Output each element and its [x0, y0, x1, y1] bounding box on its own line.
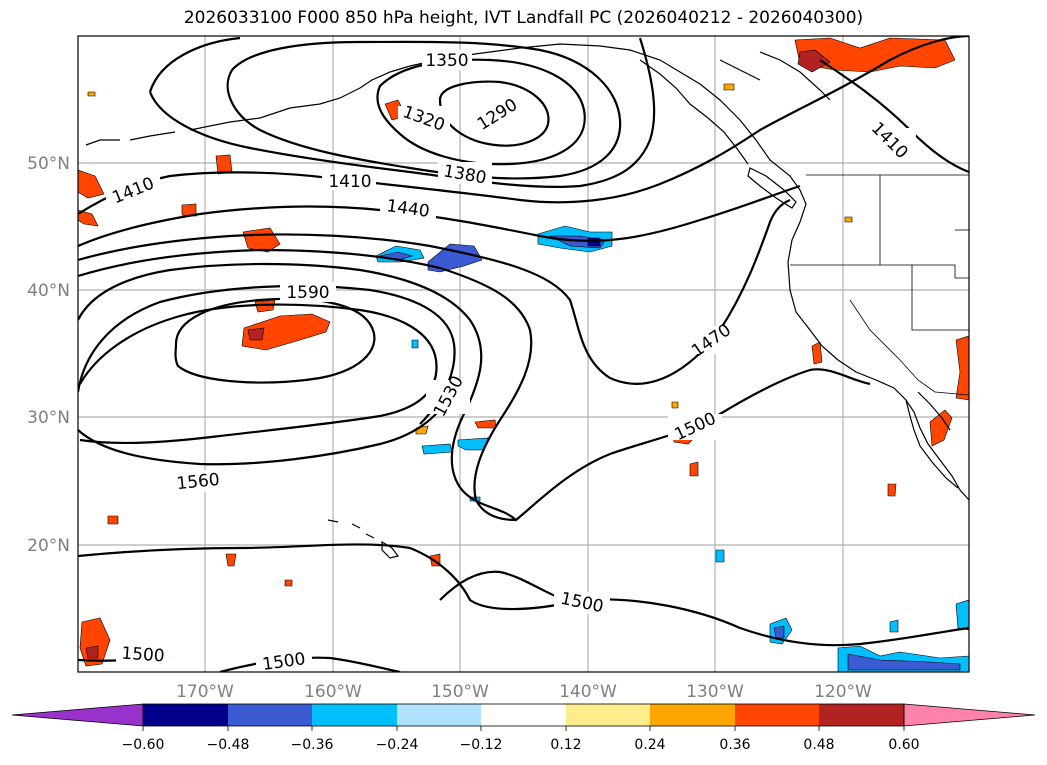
- contour-label: 1500: [261, 649, 307, 675]
- lon-label: 160°W: [304, 682, 362, 702]
- colorbar-tick-label: 0.24: [634, 737, 665, 753]
- contour-label: 1500: [121, 644, 166, 667]
- colorbar-segment: [735, 704, 819, 726]
- map-border: [77, 35, 970, 673]
- contour-label: 1560: [176, 470, 221, 494]
- contour-label: 1590: [286, 283, 329, 303]
- lon-label: 170°W: [176, 682, 234, 702]
- colorbar-outline: [142, 703, 905, 727]
- longitude-labels: 170°W 160°W 150°W 140°W 130°W 120°W: [176, 682, 872, 702]
- colorbar-tick-label: −0.24: [376, 737, 419, 753]
- colorbar-tick-label: −0.48: [207, 737, 250, 753]
- colorbar-segment: [481, 704, 566, 726]
- lat-label: 50°N: [27, 154, 70, 174]
- colorbar-segment: [143, 704, 228, 726]
- latitude-labels: 50°N 40°N 30°N 20°N: [27, 154, 70, 556]
- colorbar-segment: [312, 704, 397, 726]
- colorbar-tick-label: 0.36: [719, 737, 750, 753]
- lat-label: 30°N: [27, 408, 70, 428]
- colorbar: −0.60 −0.48 −0.36 −0.24 −0.12 0.12 0.24 …: [11, 703, 1036, 753]
- colorbar-segment: [566, 704, 650, 726]
- contour-label: 1350: [425, 51, 468, 71]
- colorbar-extend-min: [11, 703, 144, 727]
- colorbar-segment: [397, 704, 481, 726]
- state-borders: [790, 174, 969, 396]
- ivt-negative-anomalies: [375, 225, 969, 672]
- lon-label: 120°W: [814, 682, 872, 702]
- colorbar-segment: [819, 704, 904, 726]
- colorbar-tick-label: 0.48: [803, 737, 834, 753]
- map-title: 2026033100 F000 850 hPa height, IVT Land…: [183, 8, 864, 28]
- colorbar-tick-label: 0.60: [888, 737, 919, 753]
- lon-label: 130°W: [686, 682, 744, 702]
- colorbar-tick-label: −0.36: [291, 737, 334, 753]
- coastlines: [85, 43, 969, 559]
- map-panel: [78, 36, 969, 672]
- colorbar-tick-label: −0.12: [460, 737, 503, 753]
- colorbar-extend-max: [903, 703, 1036, 727]
- colorbar-tick-label: −0.60: [122, 737, 165, 753]
- contour-label: 1410: [328, 172, 371, 192]
- lat-label: 40°N: [27, 281, 70, 301]
- lon-label: 140°W: [559, 682, 617, 702]
- colorbar-segment: [650, 704, 735, 726]
- colorbar-tick-label: 0.12: [550, 737, 581, 753]
- lat-label: 20°N: [27, 536, 70, 556]
- colorbar-segment: [228, 704, 312, 726]
- lon-label: 150°W: [431, 682, 489, 702]
